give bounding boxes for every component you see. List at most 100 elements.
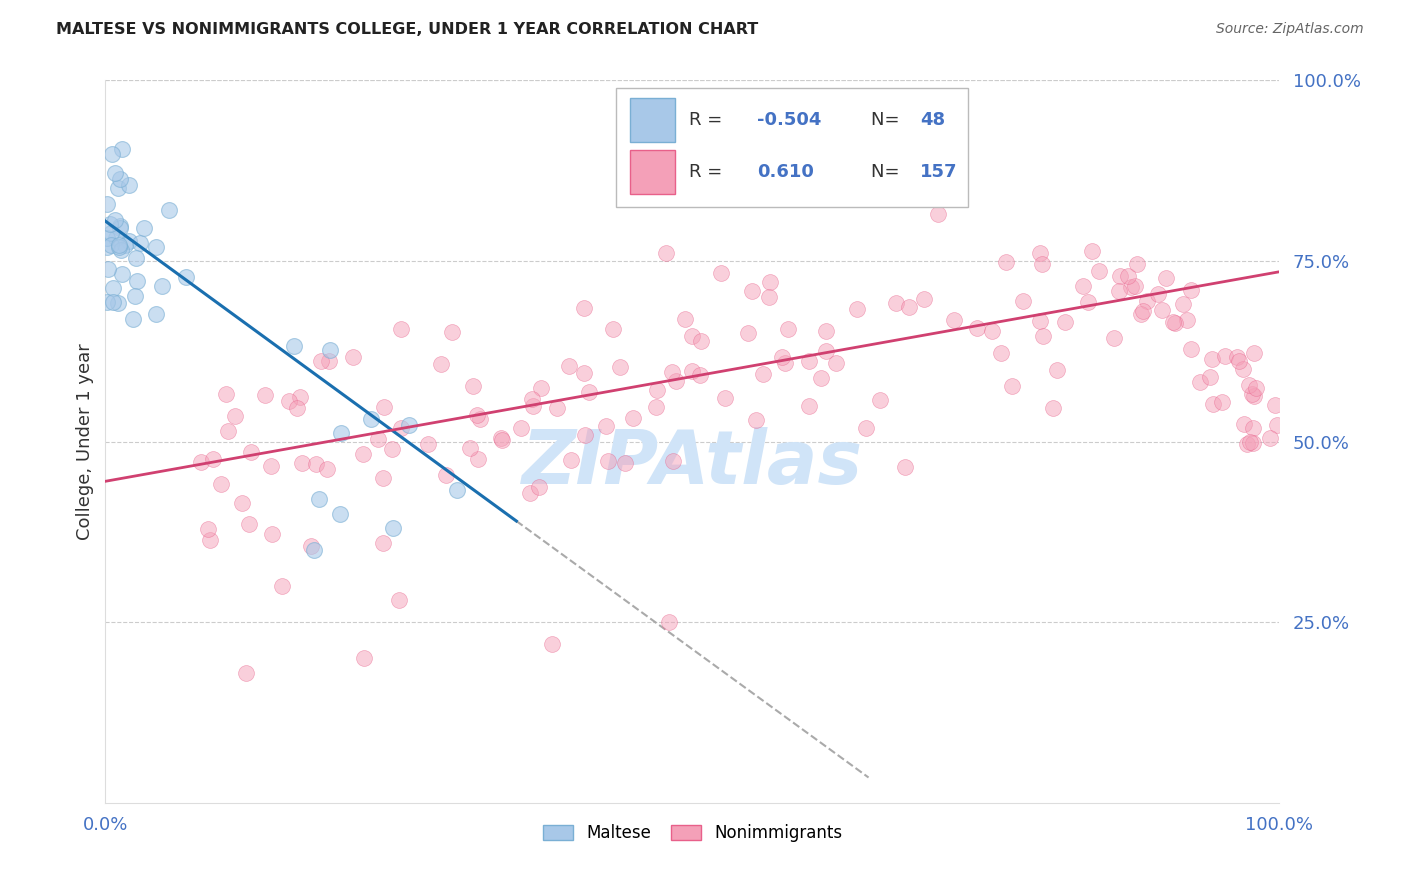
Point <box>595 419 617 434</box>
Point <box>101 281 124 295</box>
Point <box>655 245 678 260</box>
Legend: Maltese, Nonimmigrants: Maltese, Nonimmigrants <box>536 817 849 848</box>
Point <box>1243 346 1265 360</box>
Point <box>1087 264 1109 278</box>
Point <box>110 243 132 257</box>
Point <box>101 147 124 161</box>
Point <box>1032 329 1054 343</box>
Point <box>491 434 513 448</box>
Point <box>316 461 339 475</box>
Point <box>1188 376 1211 390</box>
Point <box>529 480 551 494</box>
Point <box>981 324 1004 338</box>
Point <box>96 294 118 309</box>
Point <box>98 218 121 232</box>
Point <box>467 409 489 423</box>
Point <box>100 237 122 252</box>
Point <box>309 354 332 368</box>
Point <box>1119 280 1142 294</box>
Point <box>107 295 129 310</box>
Point <box>927 207 949 221</box>
Point <box>215 386 238 401</box>
Point <box>709 266 731 280</box>
Point <box>1163 316 1185 330</box>
Point <box>150 279 173 293</box>
Point <box>1081 244 1104 258</box>
Point <box>797 399 820 413</box>
Point <box>574 301 596 316</box>
Point <box>1102 331 1125 345</box>
Point <box>491 431 513 445</box>
Point <box>240 445 263 459</box>
Point <box>1227 354 1250 368</box>
Point <box>1263 398 1285 412</box>
Point <box>108 237 131 252</box>
Point <box>1042 401 1064 416</box>
Point <box>815 325 838 339</box>
Point <box>752 367 775 381</box>
Point <box>1071 278 1094 293</box>
Point <box>1001 379 1024 393</box>
Point <box>1053 315 1076 329</box>
Point <box>1164 316 1187 330</box>
Point <box>745 413 768 427</box>
Point <box>270 579 292 593</box>
Text: -0.504: -0.504 <box>756 111 821 129</box>
Point <box>104 166 127 180</box>
Point <box>430 357 453 371</box>
Text: ZIPAtlas: ZIPAtlas <box>522 426 863 500</box>
Point <box>994 255 1017 269</box>
Point <box>104 231 127 245</box>
Point <box>1180 343 1202 357</box>
Point <box>96 196 118 211</box>
Point <box>458 441 481 455</box>
Point <box>773 356 796 370</box>
Point <box>104 212 127 227</box>
Point <box>884 295 907 310</box>
Point <box>231 495 253 509</box>
Point <box>1109 269 1132 284</box>
Point <box>1241 387 1264 401</box>
Point <box>440 325 463 339</box>
Point <box>96 231 118 245</box>
Point <box>463 379 485 393</box>
Point <box>127 274 149 288</box>
Point <box>108 172 131 186</box>
FancyBboxPatch shape <box>630 98 675 142</box>
Point <box>108 219 131 234</box>
Point <box>609 360 631 375</box>
Point <box>235 665 257 680</box>
Point <box>224 409 246 424</box>
Point <box>262 526 284 541</box>
Point <box>118 234 141 248</box>
Point <box>912 292 935 306</box>
Point <box>108 220 131 235</box>
Point <box>522 399 544 413</box>
Point <box>1150 302 1173 317</box>
Point <box>97 262 120 277</box>
Point <box>371 536 394 550</box>
Point <box>398 418 420 433</box>
Point <box>689 334 711 349</box>
Point <box>200 533 222 548</box>
Point <box>285 401 308 415</box>
Point <box>596 454 619 468</box>
Point <box>111 267 134 281</box>
Point <box>509 420 531 434</box>
Text: R =: R = <box>689 111 728 129</box>
Point <box>125 251 148 265</box>
Point <box>197 522 219 536</box>
Point <box>1012 294 1035 309</box>
Point <box>546 401 568 416</box>
Point <box>520 392 543 406</box>
Point <box>1173 297 1195 311</box>
Point <box>1130 307 1153 321</box>
Point <box>157 202 180 217</box>
Point <box>855 421 877 435</box>
Point <box>308 492 330 507</box>
Text: 48: 48 <box>920 111 945 129</box>
Point <box>202 451 225 466</box>
Point <box>1236 436 1258 450</box>
Point <box>434 467 457 482</box>
Point <box>1123 279 1146 293</box>
